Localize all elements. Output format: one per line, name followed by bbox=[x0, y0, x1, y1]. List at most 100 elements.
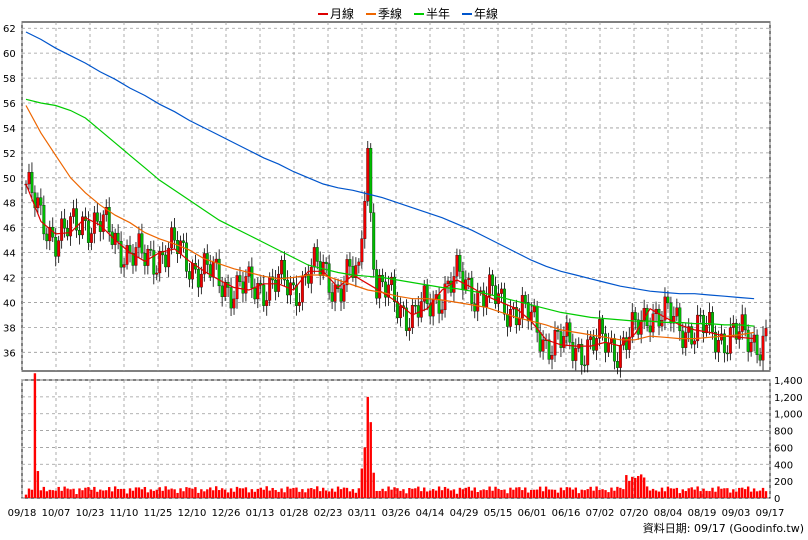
volume-bar bbox=[182, 491, 185, 498]
candle-body bbox=[223, 282, 227, 297]
candle-body bbox=[375, 269, 379, 299]
volume-bar bbox=[167, 489, 170, 498]
candle-body bbox=[618, 345, 622, 368]
moving-average-lines bbox=[25, 31, 755, 347]
price-tick-label: 52 bbox=[3, 149, 16, 160]
volume-bar bbox=[613, 490, 616, 498]
volume-bar bbox=[226, 492, 230, 498]
volume-bar bbox=[470, 490, 473, 498]
volume-bar bbox=[512, 489, 515, 498]
volume-bar bbox=[185, 487, 188, 498]
candle-body bbox=[571, 342, 575, 361]
candle-body bbox=[728, 327, 732, 354]
candle-body bbox=[173, 227, 177, 241]
candle-body bbox=[699, 314, 703, 317]
volume-bar bbox=[336, 486, 340, 498]
candle-body bbox=[324, 261, 328, 264]
candle-body bbox=[758, 354, 762, 361]
volume-bar bbox=[717, 486, 720, 498]
candle-body bbox=[455, 255, 459, 277]
volume-bar bbox=[506, 493, 509, 498]
volume-bar bbox=[556, 492, 560, 498]
candle-body bbox=[265, 300, 269, 306]
candle-body bbox=[155, 272, 159, 275]
candle-body bbox=[167, 247, 171, 268]
candle-body bbox=[351, 266, 355, 278]
volume-bar bbox=[672, 488, 676, 498]
candle-body bbox=[188, 271, 191, 280]
volume-bar bbox=[530, 489, 533, 498]
candle-body bbox=[651, 313, 655, 333]
volume-bar bbox=[39, 490, 43, 498]
volume-bar bbox=[102, 490, 105, 498]
candle-body bbox=[580, 344, 584, 366]
candle-body bbox=[253, 287, 257, 300]
candle-body bbox=[81, 216, 84, 236]
volume-bar bbox=[732, 489, 735, 498]
volume-bar bbox=[286, 486, 289, 498]
volume-bar bbox=[51, 490, 54, 498]
ma-line-3 bbox=[25, 31, 755, 300]
date-axis-ticks: 09/18 10/07 10/23 11/10 11/25 12/10 12/26 01/13… bbox=[8, 508, 785, 519]
volume-bar bbox=[461, 489, 465, 498]
volume-bar bbox=[384, 491, 387, 498]
candle-body bbox=[743, 314, 747, 331]
candle-body bbox=[589, 336, 593, 340]
volume-bar bbox=[268, 490, 271, 498]
volume-bar bbox=[280, 488, 283, 498]
volume-bar bbox=[663, 491, 667, 498]
candle-body bbox=[630, 312, 634, 338]
candle-body bbox=[45, 233, 49, 242]
candle-body bbox=[663, 296, 667, 321]
volume-bar bbox=[595, 486, 598, 498]
candle-body bbox=[152, 250, 156, 275]
date-tick-label: 08/04 bbox=[654, 508, 683, 519]
volume-bar bbox=[417, 486, 420, 498]
candle-body bbox=[547, 339, 551, 360]
candle-body bbox=[277, 273, 281, 292]
candle-body bbox=[746, 329, 750, 352]
volume-bar bbox=[553, 489, 557, 498]
volume-bar bbox=[357, 488, 361, 498]
candle-body bbox=[624, 337, 628, 350]
candle-body bbox=[422, 285, 426, 302]
candle-body bbox=[306, 274, 310, 284]
candle-body bbox=[128, 245, 132, 254]
volume-bar bbox=[316, 486, 319, 498]
volume-bar bbox=[366, 396, 369, 498]
candle-body bbox=[196, 269, 200, 288]
candle-body bbox=[354, 265, 358, 278]
volume-bar bbox=[393, 487, 396, 498]
volume-bar bbox=[351, 489, 355, 498]
volume-bar bbox=[122, 488, 126, 498]
volume-bar bbox=[378, 490, 381, 498]
candle-body bbox=[761, 335, 765, 361]
volume-bar bbox=[622, 489, 625, 498]
date-tick-label: 06/01 bbox=[518, 508, 547, 519]
price-axis-ticks: 36 38 40 42 44 46 48 50 52 54 56 58 60 62 bbox=[3, 24, 16, 359]
volume-bar bbox=[420, 491, 423, 498]
volume-bar bbox=[24, 494, 28, 498]
date-tick-label: 07/02 bbox=[586, 508, 615, 519]
volume-bar bbox=[345, 487, 349, 498]
volume-bar bbox=[402, 489, 405, 498]
volume-bar bbox=[735, 491, 738, 498]
volume-bar bbox=[455, 493, 459, 498]
volume-bar bbox=[559, 487, 563, 498]
volume-bar bbox=[521, 490, 524, 498]
volume-bar bbox=[134, 487, 138, 498]
candle-body bbox=[86, 220, 90, 243]
volume-bar bbox=[87, 487, 90, 498]
candle-body bbox=[607, 342, 610, 353]
candle-body bbox=[250, 266, 254, 289]
candle-body bbox=[556, 330, 560, 332]
candle-body bbox=[541, 339, 545, 352]
price-tick-label: 48 bbox=[3, 199, 16, 210]
candle-body bbox=[63, 218, 67, 229]
candle-body bbox=[393, 276, 396, 303]
volume-bar bbox=[295, 487, 298, 498]
legend-label-2: 半年 bbox=[426, 7, 450, 21]
candle-body bbox=[69, 216, 73, 237]
volume-bar bbox=[497, 489, 500, 498]
volume-bar bbox=[518, 487, 521, 498]
